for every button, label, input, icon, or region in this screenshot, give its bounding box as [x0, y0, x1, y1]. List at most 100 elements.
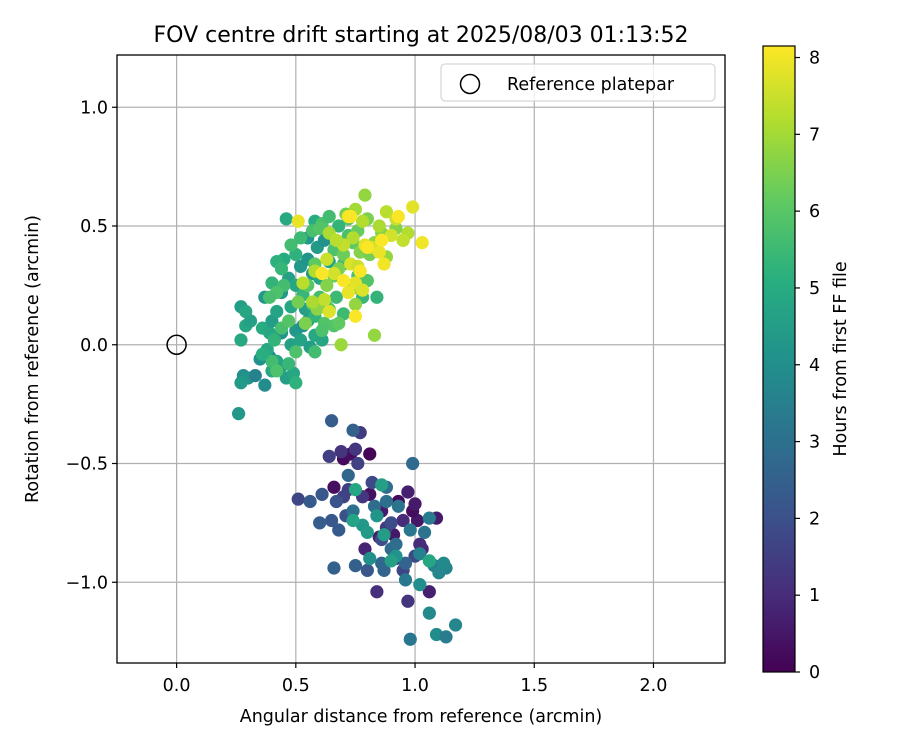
- data-point: [313, 516, 327, 530]
- data-point: [355, 283, 370, 297]
- legend-entry-reference: Reference platepar: [507, 75, 675, 95]
- data-point: [398, 573, 413, 587]
- data-point: [348, 309, 363, 323]
- colorbar-gradient: [762, 45, 796, 673]
- colorbar-tick-label: 6: [809, 202, 820, 222]
- data-point: [348, 483, 363, 497]
- data-point: [351, 456, 365, 471]
- data-point: [401, 594, 415, 608]
- data-point: [332, 523, 346, 537]
- colorbar-tick-label: 0: [809, 663, 820, 683]
- data-point: [422, 511, 436, 525]
- data-point: [320, 252, 334, 266]
- data-point: [422, 554, 436, 568]
- y-tick-label: 0.0: [80, 336, 108, 356]
- data-point: [346, 423, 360, 437]
- data-point: [315, 266, 329, 281]
- data-point: [324, 414, 339, 428]
- data-point: [367, 328, 382, 342]
- data-point: [372, 245, 386, 259]
- data-point: [341, 285, 355, 300]
- data-point: [291, 214, 305, 228]
- data-point: [334, 445, 348, 459]
- data-point: [439, 630, 453, 644]
- data-point: [384, 554, 398, 568]
- data-point: [332, 316, 346, 330]
- y-tick-label: −0.5: [66, 455, 109, 475]
- data-point: [315, 323, 329, 338]
- data-point: [315, 333, 329, 347]
- data-point: [324, 513, 339, 528]
- data-point: [396, 233, 410, 247]
- data-point: [334, 338, 348, 352]
- data-point: [282, 314, 296, 328]
- data-point: [413, 578, 427, 592]
- data-point: [317, 293, 332, 307]
- data-point: [262, 290, 277, 304]
- data-point: [303, 494, 317, 509]
- data-point: [282, 357, 296, 371]
- x-tick-label: 0.0: [163, 676, 191, 696]
- colorbar-tick-label: 3: [809, 433, 820, 453]
- data-point: [406, 200, 420, 214]
- y-tick-label: 1.0: [80, 98, 108, 118]
- data-point: [384, 516, 398, 530]
- data-point: [332, 219, 346, 233]
- data-point: [370, 509, 384, 523]
- data-point: [413, 537, 427, 551]
- data-point: [322, 209, 336, 224]
- data-point: [389, 537, 403, 551]
- data-point: [293, 333, 308, 347]
- data-point: [327, 561, 341, 575]
- y-tick-label: −1.0: [66, 573, 109, 593]
- data-point: [363, 447, 377, 461]
- data-point: [346, 504, 360, 518]
- data-point: [391, 209, 405, 224]
- colorbar-tick-label: 2: [809, 509, 820, 529]
- colorbar-label: Hours from first FF file: [831, 261, 851, 456]
- x-tick-label: 0.5: [282, 676, 310, 696]
- data-point: [289, 345, 303, 359]
- plot-area: 0.0 0.5 1.0 1.5 2.0 −1.0 −0.5 0.0 0.5 1.0: [66, 54, 726, 696]
- data-point: [403, 523, 417, 537]
- colorbar-tick-label: 1: [809, 586, 820, 606]
- data-point: [291, 492, 305, 506]
- data-point: [379, 494, 394, 509]
- colorbar-tick-label: 5: [809, 279, 820, 299]
- legend-reference-marker: [459, 73, 481, 95]
- x-axis-ticks: 0.0 0.5 1.0 1.5 2.0: [163, 663, 667, 696]
- colorbar-ticks: 0 1 2 3 4 5 6 7 8: [795, 49, 820, 683]
- reference-platepar-marker: [166, 334, 187, 355]
- data-point: [239, 304, 253, 319]
- y-axis-ticks: −1.0 −0.5 0.0 0.5 1.0: [66, 98, 117, 593]
- data-point: [360, 563, 374, 577]
- data-point: [267, 333, 281, 347]
- data-point: [248, 369, 262, 383]
- data-point: [305, 295, 320, 309]
- data-point: [315, 487, 329, 501]
- data-point: [377, 528, 391, 542]
- data-point: [353, 264, 367, 278]
- data-point: [417, 525, 432, 539]
- data-point: [298, 316, 312, 330]
- data-point: [291, 295, 305, 309]
- data-point: [422, 606, 436, 620]
- data-point: [370, 290, 384, 304]
- legend-box: [440, 63, 716, 102]
- data-point: [279, 212, 293, 226]
- data-point: [327, 480, 341, 494]
- data-point: [322, 449, 336, 463]
- data-point: [370, 585, 384, 599]
- data-point: [258, 378, 272, 392]
- chart-title: FOV centre drift starting at 2025/08/03 …: [154, 23, 689, 48]
- colorbar: 0 1 2 3 4 5 6 7 8 Hours from first FF file: [762, 45, 851, 683]
- data-point: [327, 266, 341, 281]
- y-axis-label: Rotation from reference (arcmin): [23, 215, 43, 503]
- data-point: [270, 304, 284, 319]
- data-point: [346, 231, 360, 245]
- colorbar-tick-label: 8: [809, 49, 820, 69]
- data-point: [375, 233, 389, 247]
- data-point: [398, 556, 413, 570]
- data-point: [348, 442, 363, 456]
